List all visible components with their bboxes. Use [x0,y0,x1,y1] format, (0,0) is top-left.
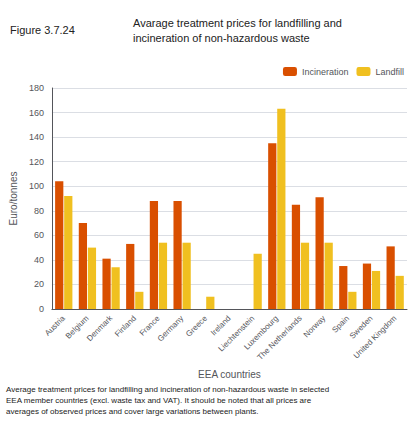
svg-text:Finland: Finland [113,314,138,339]
svg-text:Denmark: Denmark [85,314,114,343]
svg-text:incineration of non-hazardous: incineration of non-hazardous waste [133,32,310,44]
svg-text:Liechtenstein: Liechtenstein [216,313,257,354]
svg-text:0: 0 [39,304,44,314]
svg-text:Luxembourg: Luxembourg [242,313,280,352]
svg-text:The Netherlands: The Netherlands [256,314,304,362]
svg-text:Incineration: Incineration [302,67,349,77]
svg-text:100: 100 [29,181,44,191]
svg-text:180: 180 [29,83,44,93]
svg-text:Figure 3.7.24: Figure 3.7.24 [10,24,75,36]
svg-text:40: 40 [34,255,44,265]
svg-text:Greece: Greece [184,313,209,338]
svg-text:Sweden: Sweden [347,313,375,341]
svg-text:20: 20 [34,279,44,289]
svg-text:Ireland: Ireland [209,313,233,338]
svg-text:Spain: Spain [330,314,351,335]
svg-text:EEA countries: EEA countries [198,369,261,380]
svg-text:Germany: Germany [156,314,186,344]
svg-text:United Kingdom: United Kingdom [352,314,399,361]
svg-text:Belgium: Belgium [63,313,91,341]
svg-text:France: France [137,313,162,338]
svg-text:60: 60 [34,230,44,240]
svg-text:Austria: Austria [43,313,67,338]
svg-text:EEA member countries (excl. wa: EEA member countries (excl. waste tax an… [6,396,312,405]
svg-text:80: 80 [34,206,44,216]
svg-text:averages of observed prices an: averages of observed prices and cover la… [6,407,259,416]
svg-text:Avarage treatment prices for l: Avarage treatment prices for landfilling… [133,17,342,29]
svg-text:Norway: Norway [302,314,328,340]
svg-text:120: 120 [29,157,44,167]
svg-text:Landfill: Landfill [375,67,404,77]
svg-text:140: 140 [29,132,44,142]
svg-text:160: 160 [29,108,44,118]
svg-text:Euro/tonnes: Euro/tonnes [8,172,19,226]
svg-text:Average treatment prices for l: Average treatment prices for landfilling… [6,385,329,394]
